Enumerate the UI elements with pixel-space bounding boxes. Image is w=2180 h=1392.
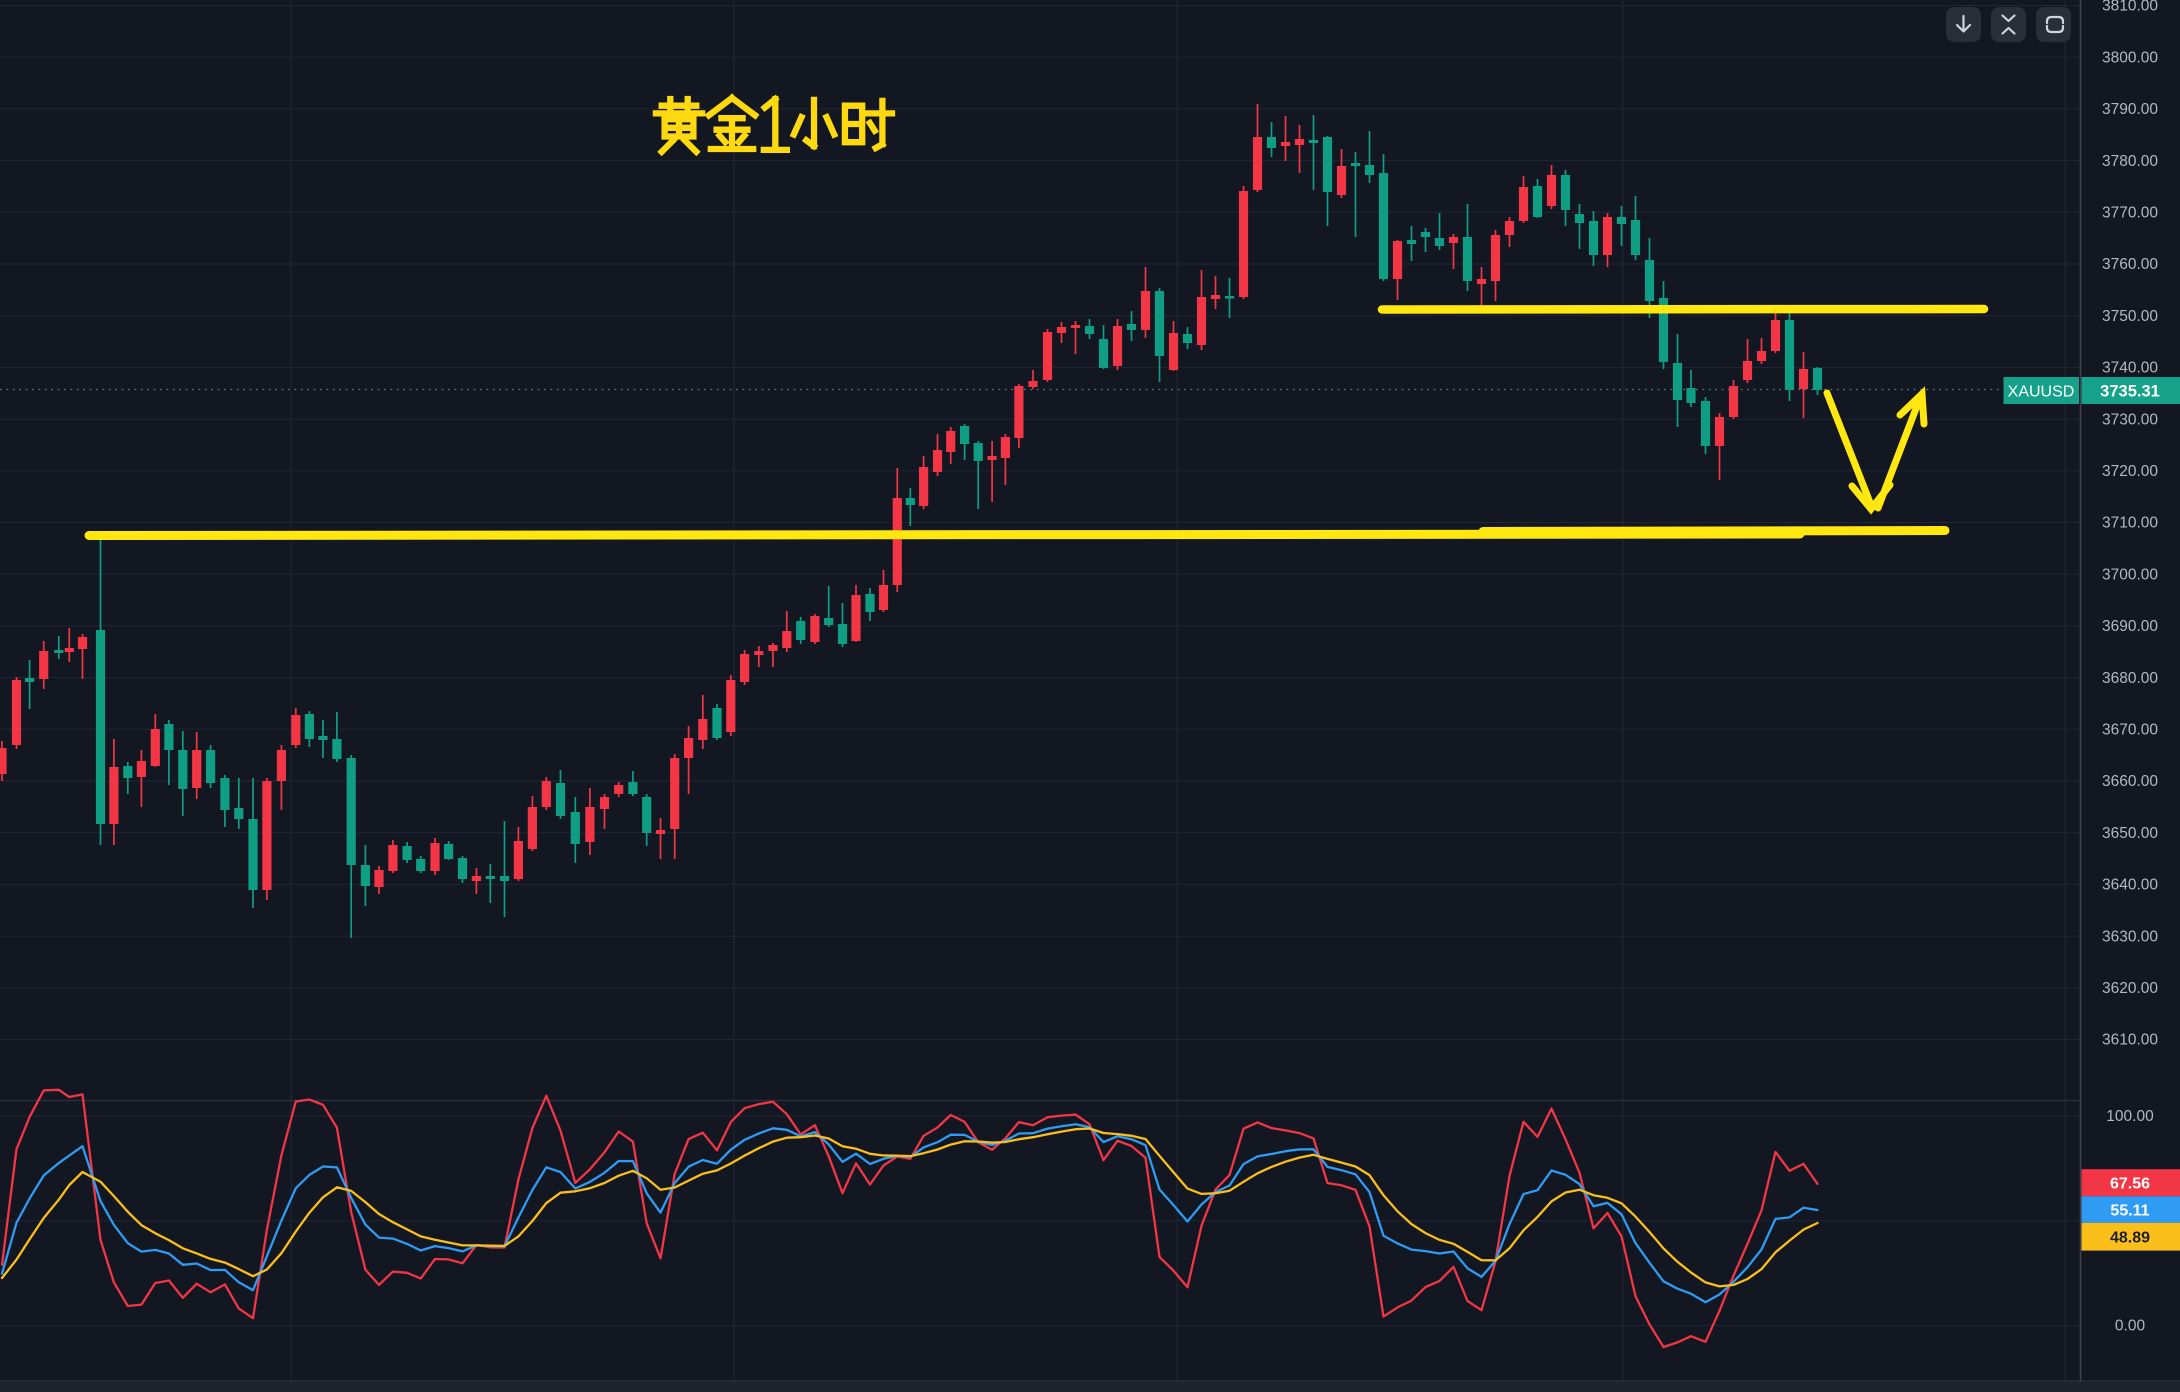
svg-text:3735.31: 3735.31 bbox=[2100, 383, 2160, 401]
svg-text:3740.00: 3740.00 bbox=[2102, 360, 2158, 377]
svg-text:3690.00: 3690.00 bbox=[2102, 618, 2158, 635]
svg-text:3810.00: 3810.00 bbox=[2102, 0, 2158, 15]
svg-text:100.00: 100.00 bbox=[2106, 1108, 2154, 1125]
svg-text:67.56: 67.56 bbox=[2110, 1176, 2150, 1193]
svg-text:3750.00: 3750.00 bbox=[2102, 308, 2158, 325]
svg-text:0.00: 0.00 bbox=[2115, 1318, 2146, 1335]
svg-text:3780.00: 3780.00 bbox=[2102, 153, 2158, 170]
svg-text:3700.00: 3700.00 bbox=[2102, 566, 2158, 583]
svg-text:55.11: 55.11 bbox=[2110, 1202, 2149, 1219]
svg-text:3730.00: 3730.00 bbox=[2102, 411, 2158, 428]
svg-text:3710.00: 3710.00 bbox=[2102, 515, 2158, 532]
svg-text:3630.00: 3630.00 bbox=[2102, 928, 2158, 945]
svg-text:3670.00: 3670.00 bbox=[2102, 722, 2158, 739]
svg-text:3660.00: 3660.00 bbox=[2102, 773, 2158, 790]
svg-text:3770.00: 3770.00 bbox=[2102, 205, 2158, 222]
svg-text:3800.00: 3800.00 bbox=[2102, 49, 2158, 66]
svg-text:48.89: 48.89 bbox=[2110, 1230, 2150, 1247]
svg-text:3790.00: 3790.00 bbox=[2102, 101, 2158, 118]
svg-text:3610.00: 3610.00 bbox=[2102, 1032, 2158, 1049]
svg-text:3680.00: 3680.00 bbox=[2102, 670, 2158, 687]
svg-text:3720.00: 3720.00 bbox=[2102, 463, 2158, 480]
svg-text:3760.00: 3760.00 bbox=[2102, 256, 2158, 273]
svg-text:XAUUSD: XAUUSD bbox=[2008, 383, 2075, 400]
svg-text:3620.00: 3620.00 bbox=[2102, 980, 2158, 997]
svg-text:3650.00: 3650.00 bbox=[2102, 825, 2158, 842]
svg-text:3640.00: 3640.00 bbox=[2102, 877, 2158, 894]
